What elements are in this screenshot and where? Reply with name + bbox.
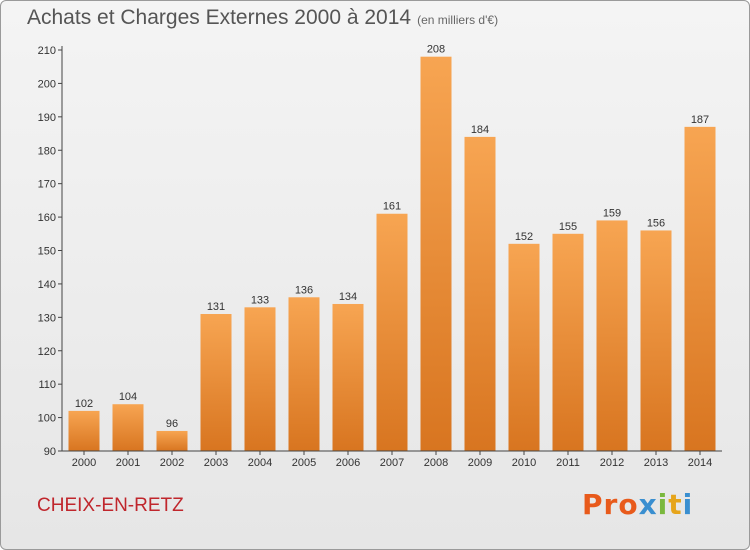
x-tick-label: 2002 xyxy=(160,457,184,469)
logo-letter: i xyxy=(657,488,669,521)
value-label: 156 xyxy=(647,217,665,229)
y-tick-label: 190 xyxy=(38,112,56,124)
value-label: 131 xyxy=(207,301,225,313)
y-tick-label: 140 xyxy=(38,279,56,291)
x-tick-label: 2004 xyxy=(248,457,272,469)
x-tick-label: 2014 xyxy=(688,457,712,469)
x-tick-label: 2009 xyxy=(468,457,492,469)
x-tick-label: 2010 xyxy=(512,457,536,469)
value-label: 96 xyxy=(166,418,178,430)
y-tick-label: 180 xyxy=(38,145,56,157)
y-tick-label: 210 xyxy=(38,45,56,57)
value-label: 155 xyxy=(559,221,577,233)
x-tick-label: 2003 xyxy=(204,457,228,469)
x-tick-label: 2001 xyxy=(116,457,140,469)
bar-2006 xyxy=(332,303,364,451)
logo-letter: i xyxy=(682,488,694,521)
labels-layer: 2000 102 2001 104 2002 96 2003 131 2004 133 2005 13… xyxy=(72,44,712,469)
logo-letter: o xyxy=(618,488,639,521)
y-tick-label: 150 xyxy=(38,246,56,258)
x-tick-label: 2007 xyxy=(380,457,404,469)
value-label: 159 xyxy=(603,207,621,219)
value-label: 187 xyxy=(691,114,709,126)
value-label: 152 xyxy=(515,231,533,243)
value-label: 104 xyxy=(119,391,137,403)
logo-letter: x xyxy=(638,488,658,521)
x-tick-label: 2013 xyxy=(644,457,668,469)
x-tick-label: 2012 xyxy=(600,457,624,469)
bar-2001 xyxy=(112,404,144,451)
y-tick-label: 160 xyxy=(38,212,56,224)
x-tick-label: 2008 xyxy=(424,457,448,469)
chart-title: Achats et Charges Externes 2000 à 2014 (e… xyxy=(27,6,498,30)
y-tick-label: 100 xyxy=(38,413,56,425)
bars-layer xyxy=(68,56,716,451)
bar-2004 xyxy=(244,307,276,451)
value-label: 134 xyxy=(339,291,357,303)
logo-letter: r xyxy=(603,488,619,521)
title-text: Achats et Charges Externes 2000 à 2014 xyxy=(27,6,412,29)
x-tick-label: 2005 xyxy=(292,457,316,469)
y-tick-label: 170 xyxy=(38,179,56,191)
bar-2002 xyxy=(156,430,188,451)
title-unit: (en milliers d'€) xyxy=(417,13,499,27)
y-tick-label: 120 xyxy=(38,346,56,358)
logo-letter: P xyxy=(582,488,604,521)
bar-2007 xyxy=(376,213,408,451)
bar-2014 xyxy=(684,126,716,451)
y-tick-label: 130 xyxy=(38,312,56,324)
bar-2012 xyxy=(596,220,628,451)
value-label: 102 xyxy=(75,398,93,410)
bar-2003 xyxy=(200,313,232,451)
y-tick-label: 90 xyxy=(44,446,56,458)
x-tick-label: 2011 xyxy=(556,457,580,469)
bar-2000 xyxy=(68,410,100,451)
logo-letter: t xyxy=(668,488,683,521)
bar-2011 xyxy=(552,233,584,451)
y-tick-label: 200 xyxy=(38,78,56,90)
value-label: 136 xyxy=(295,284,313,296)
value-label: 161 xyxy=(383,201,401,213)
bar-2013 xyxy=(640,230,672,451)
proxiti-logo: Proxiti xyxy=(582,488,693,521)
axes: 90 100 110 120 130 140 150 160 170 180 190 200 210 xyxy=(38,45,722,458)
x-tick-label: 2000 xyxy=(72,457,96,469)
value-label: 208 xyxy=(427,44,445,56)
y-tick-label: 110 xyxy=(38,379,56,391)
x-tick-label: 2006 xyxy=(336,457,360,469)
bar-2005 xyxy=(288,297,320,451)
bar-2008 xyxy=(420,56,452,451)
bar-2009 xyxy=(464,136,496,451)
bar-2010 xyxy=(508,243,540,451)
value-label: 133 xyxy=(251,294,269,306)
place-name: CHEIX-EN-RETZ xyxy=(37,495,184,516)
value-label: 184 xyxy=(471,124,489,136)
